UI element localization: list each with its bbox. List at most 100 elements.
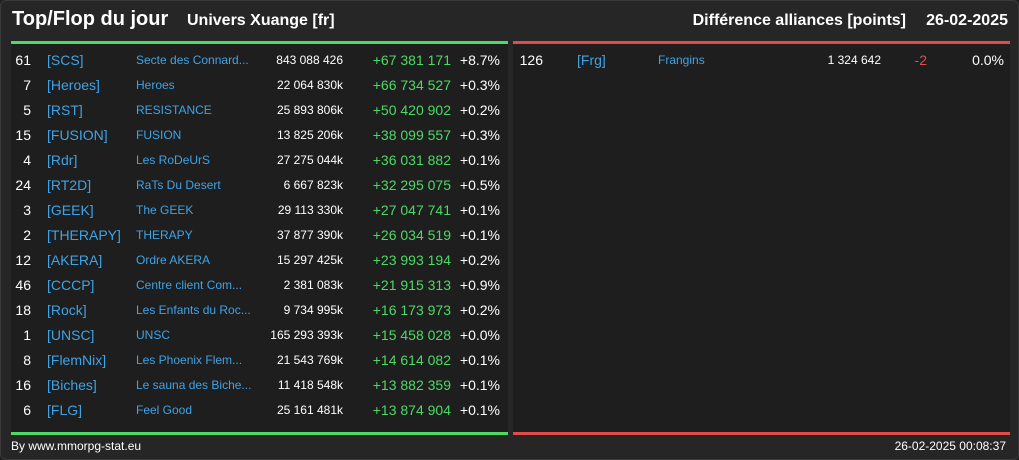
- alliance-points: 11 418 548k: [277, 378, 343, 392]
- alliance-points: 165 293 393k: [270, 328, 343, 342]
- alliance-row: 61 [SCS] Secte des Connard... 843 088 426 +6…: [11, 48, 508, 73]
- alliance-name-link[interactable]: UNSC: [136, 328, 171, 342]
- alliance-tag-link[interactable]: [Heroes]: [47, 77, 100, 93]
- alliance-rank: 18: [15, 302, 31, 318]
- alliance-tag-link[interactable]: [Frg]: [577, 52, 606, 68]
- alliance-points: 13 825 206k: [276, 128, 343, 142]
- alliance-tag-link[interactable]: [Rdr]: [47, 152, 78, 168]
- alliance-row: 5 [RST] RESISTANCE 25 893 806k +50 420 902 +0…: [11, 98, 508, 123]
- alliance-tag-link[interactable]: [CCCP]: [47, 277, 95, 293]
- alliance-delta: +15 458 028: [372, 327, 451, 343]
- alliance-name-link[interactable]: RaTs Du Desert: [136, 178, 221, 192]
- alliance-rank: 1: [23, 327, 31, 343]
- alliance-name-link[interactable]: Les RoDeUrS: [136, 153, 211, 167]
- alliance-row: 2 [THERAPY] THERAPY 37 877 390k +26 034 519 +…: [11, 223, 508, 248]
- alliance-delta: +27 047 741: [372, 202, 451, 218]
- alliance-percent: +0.0%: [459, 327, 500, 343]
- alliance-delta: +16 173 973: [372, 302, 451, 318]
- alliance-tag-link[interactable]: [AKERA]: [47, 252, 103, 268]
- alliance-tag-link[interactable]: [FUSION]: [47, 127, 108, 143]
- alliance-points: 25 161 481k: [276, 403, 343, 417]
- alliance-tag-link[interactable]: [SCS]: [47, 52, 84, 68]
- alliance-tag-link[interactable]: [THERAPY]: [47, 227, 121, 243]
- footer-credit[interactable]: By www.mmorpg-stat.eu: [11, 439, 142, 453]
- alliance-rank: 16: [15, 377, 31, 393]
- alliance-row: 7 [Heroes] Heroes 22 064 830k +66 734 527 +0.…: [11, 73, 508, 98]
- alliance-name-link[interactable]: Ordre AKERA: [136, 253, 211, 267]
- alliance-delta: -2: [914, 52, 927, 68]
- alliance-delta: +14 614 082: [372, 352, 451, 368]
- alliance-rank: 5: [23, 102, 31, 118]
- alliance-points: 1 324 642: [827, 53, 881, 67]
- alliance-points: 6 667 823k: [283, 178, 343, 192]
- header: Top/Flop du jour Univers Xuange [fr] Dif…: [1, 1, 1019, 39]
- top-divider: [11, 41, 508, 44]
- top-panel: 61 [SCS] Secte des Connard... 843 088 426 +6…: [11, 41, 508, 435]
- alliance-percent: +0.1%: [459, 152, 500, 168]
- alliance-row: 16 [Biches] Le sauna des Biche... 11 418 54…: [11, 373, 508, 398]
- alliance-percent: +0.2%: [459, 302, 500, 318]
- footer-timestamp: 26-02-2025 00:08:37: [894, 439, 1006, 453]
- alliance-name-link[interactable]: The GEEK: [136, 203, 194, 217]
- alliance-tag-link[interactable]: [RST]: [47, 102, 83, 118]
- alliance-tag-link[interactable]: [UNSC]: [47, 327, 95, 343]
- alliance-rank: 6: [23, 402, 31, 418]
- alliance-tag-link[interactable]: [Rock]: [47, 302, 87, 318]
- alliance-name-link[interactable]: Secte des Connard...: [136, 53, 249, 67]
- alliance-tag-link[interactable]: [FLG]: [47, 402, 83, 418]
- flop-panel: 126 [Frg] Frangins 1 324 642 -2 0.0%: [513, 41, 1010, 435]
- alliance-rank: 15: [15, 127, 31, 143]
- alliance-delta: +13 874 904: [372, 402, 451, 418]
- alliance-tag-link[interactable]: [FlemNix]: [47, 352, 107, 368]
- alliance-row: 126 [Frg] Frangins 1 324 642 -2 0.0%: [513, 48, 1010, 73]
- alliance-name-link[interactable]: THERAPY: [136, 228, 193, 242]
- alliance-points: 25 893 806k: [276, 103, 343, 117]
- alliance-tag-link[interactable]: [Biches]: [47, 377, 97, 393]
- alliance-percent: +8.7%: [459, 52, 500, 68]
- alliance-percent: +0.5%: [459, 177, 500, 193]
- alliance-name-link[interactable]: Heroes: [136, 78, 175, 92]
- alliance-tag-link[interactable]: [GEEK]: [47, 202, 94, 218]
- alliance-rank: 12: [15, 252, 31, 268]
- alliance-name-link[interactable]: Centre client Com...: [136, 278, 243, 292]
- flop-divider: [513, 41, 1010, 44]
- alliance-percent: +0.1%: [459, 352, 500, 368]
- alliance-delta: +67 381 171: [372, 52, 451, 68]
- alliance-percent: +0.3%: [459, 77, 500, 93]
- alliance-percent: +0.3%: [459, 127, 500, 143]
- alliance-percent: +0.9%: [459, 277, 500, 293]
- alliance-rank: 61: [15, 52, 31, 68]
- alliance-name-link[interactable]: Les Enfants du Roc...: [136, 303, 251, 317]
- alliance-name-link[interactable]: Le sauna des Biche...: [136, 378, 252, 392]
- alliance-row: 15 [FUSION] FUSION 13 825 206k +38 099 557 +0…: [11, 123, 508, 148]
- alliance-name-link[interactable]: RESISTANCE: [136, 103, 212, 117]
- alliance-name-link[interactable]: Feel Good: [136, 403, 193, 417]
- alliance-delta: +36 031 882: [372, 152, 451, 168]
- alliance-name-link[interactable]: Frangins: [658, 53, 705, 67]
- alliance-points: 15 297 425k: [276, 253, 343, 267]
- flop-bottom-divider: [513, 432, 1010, 435]
- alliance-delta: +13 882 359: [372, 377, 451, 393]
- alliance-percent: +0.1%: [459, 227, 500, 243]
- alliance-row: 4 [Rdr] Les RoDeUrS 27 275 044k +36 031 882 +…: [11, 148, 508, 173]
- alliance-name-link[interactable]: FUSION: [136, 128, 182, 142]
- alliance-row: 12 [AKERA] Ordre AKERA 15 297 425k +23 993 1…: [11, 248, 508, 273]
- alliance-tag-link[interactable]: [RT2D]: [47, 177, 92, 193]
- alliance-row: 1 [UNSC] UNSC 165 293 393k +15 458 028 +0.0%: [11, 323, 508, 348]
- alliance-row: 6 [FLG] Feel Good 25 161 481k +13 874 904 +0.…: [11, 398, 508, 423]
- alliance-delta: +32 295 075: [372, 177, 451, 193]
- alliance-points: 2 381 083k: [283, 278, 343, 292]
- difference-label: Différence alliances [points]: [692, 12, 906, 29]
- alliance-row: 46 [CCCP] Centre client Com... 2 381 083k +2…: [11, 273, 508, 298]
- alliance-name-link[interactable]: Les Phoenix Flem...: [136, 353, 243, 367]
- alliance-points: 27 275 044k: [276, 153, 343, 167]
- alliance-points: 37 877 390k: [276, 228, 343, 242]
- page-title: Top/Flop du jour: [12, 8, 169, 30]
- alliance-rank: 7: [23, 77, 31, 93]
- alliance-row: 24 [RT2D] RaTs Du Desert 6 667 823k +32 295 …: [11, 173, 508, 198]
- alliance-delta: +23 993 194: [372, 252, 451, 268]
- alliance-delta: +66 734 527: [372, 77, 451, 93]
- alliance-delta: +38 099 557: [372, 127, 451, 143]
- alliance-rank: 126: [519, 52, 543, 68]
